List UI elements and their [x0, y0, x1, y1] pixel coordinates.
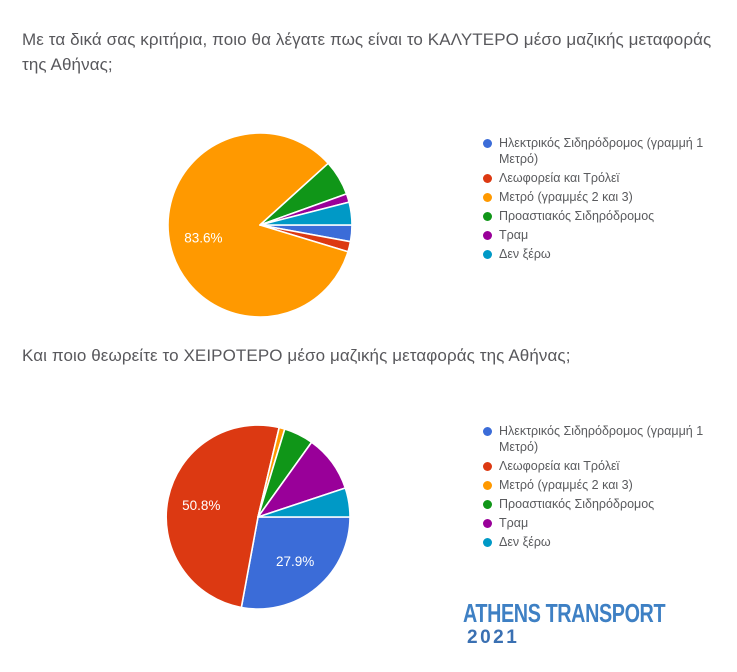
pie-data-label: 27.9%: [276, 554, 314, 569]
legend-item: Τραμ: [483, 227, 723, 243]
legend-item: Δεν ξέρω: [483, 534, 723, 550]
legend-color-dot: [483, 518, 492, 528]
legend-item-label: Τραμ: [499, 516, 529, 530]
legend-item: Προαστιακός Σιδηρόδρομος: [483, 208, 723, 224]
legend-item: Προαστιακός Σιδηρόδρομος: [483, 496, 723, 512]
legend-color-dot: [483, 173, 492, 183]
legend-item: Μετρό (γραμμές 2 και 3): [483, 477, 723, 493]
legend-item: Τραμ: [483, 515, 723, 531]
legend-color-dot: [483, 192, 492, 202]
legend-item: Δεν ξέρω: [483, 246, 723, 262]
athens-transport-logo-year: 2021: [467, 627, 520, 648]
pie-slice: [259, 201, 353, 226]
athens-transport-logo: ATHENS TRANSPORT: [463, 598, 666, 628]
legend-item: Ηλεκτρικός Σιδηρόδρομος (γραμμή 1 Μετρό): [483, 423, 723, 455]
legend-best: Ηλεκτρικός Σιδηρόδρομος (γραμμή 1 Μετρό)…: [483, 135, 723, 262]
legend-color-dot: [483, 138, 492, 148]
legend-item-label: Ηλεκτρικός Σιδηρόδρομος (γραμμή 1 Μετρό): [499, 136, 704, 166]
question-title-best-line2: της Αθήνας;: [22, 55, 113, 74]
legend-item-label: Μετρό (γραμμές 2 και 3): [499, 478, 633, 492]
legend-item: Λεωφορεία και Τρόλεϊ: [483, 170, 723, 186]
legend-color-dot: [483, 211, 492, 221]
pie-slice: [240, 516, 351, 610]
pie-slice: [257, 487, 351, 518]
pie-data-label: 83.6%: [184, 230, 222, 245]
legend-color-dot: [483, 499, 492, 509]
legend-item-label: Μετρό (γραμμές 2 και 3): [499, 190, 633, 204]
legend-color-dot: [483, 480, 492, 490]
question-title-best: Με τα δικά σας κριτήρια, ποιο θα λέγατε …: [22, 27, 711, 77]
legend-item-label: Προαστιακός Σιδηρόδρομος: [499, 497, 655, 511]
pie-slice: [165, 424, 280, 609]
legend-item: Ηλεκτρικός Σιδηρόδρομος (γραμμή 1 Μετρό): [483, 135, 723, 167]
legend-item-label: Τραμ: [499, 228, 529, 242]
legend-worst: Ηλεκτρικός Σιδηρόδρομος (γραμμή 1 Μετρό)…: [483, 423, 723, 550]
legend-color-dot: [483, 426, 492, 436]
question-title-worst-line1: Και ποιο θεωρείτε το ΧΕΙΡΟΤΕΡΟ μέσο μαζι…: [22, 346, 571, 365]
legend-item-label: Προαστιακός Σιδηρόδρομος: [499, 209, 655, 223]
pie-slice: [167, 132, 349, 318]
legend-color-dot: [483, 461, 492, 471]
legend-item-label: Λεωφορεία και Τρόλεϊ: [499, 171, 620, 185]
legend-item-label: Λεωφορεία και Τρόλεϊ: [499, 459, 620, 473]
question-title-best-line1: Με τα δικά σας κριτήρια, ποιο θα λέγατε …: [22, 30, 712, 49]
question-title-worst: Και ποιο θεωρείτε το ΧΕΙΡΟΤΕΡΟ μέσο μαζι…: [22, 343, 571, 368]
pie-chart-best: 83.6%: [167, 132, 353, 318]
pie-data-label: 50.8%: [182, 498, 220, 513]
legend-color-dot: [483, 230, 492, 240]
pie-chart-worst: 27.9% 50.8%: [165, 424, 351, 610]
legend-item-label: Δεν ξέρω: [499, 535, 551, 549]
legend-item-label: Ηλεκτρικός Σιδηρόδρομος (γραμμή 1 Μετρό): [499, 424, 704, 454]
legend-item: Μετρό (γραμμές 2 και 3): [483, 189, 723, 205]
legend-color-dot: [483, 537, 492, 547]
legend-item-label: Δεν ξέρω: [499, 247, 551, 261]
legend-item: Λεωφορεία και Τρόλεϊ: [483, 458, 723, 474]
legend-color-dot: [483, 249, 492, 259]
